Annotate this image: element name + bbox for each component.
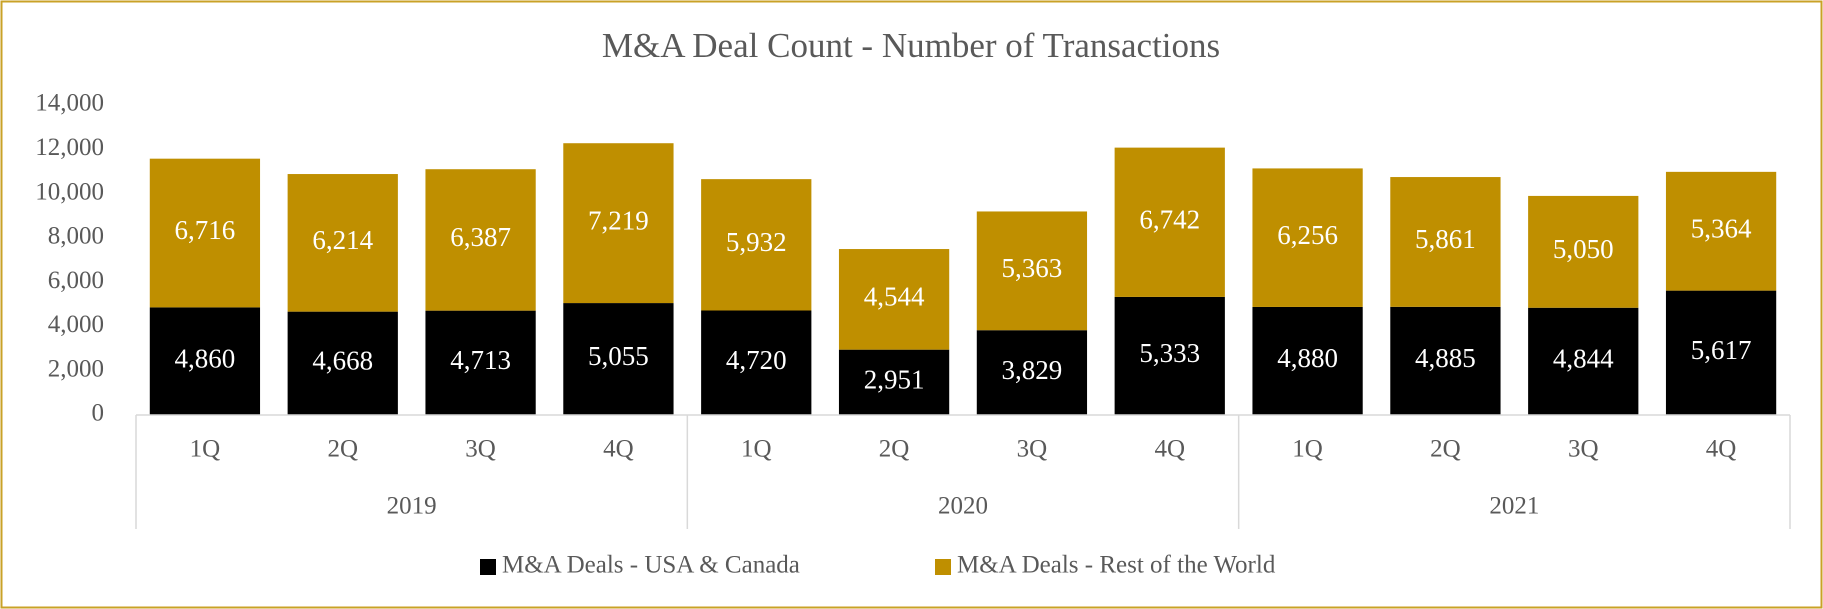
group-label: 2021 [1489, 493, 1539, 520]
group-label: 2019 [387, 493, 437, 520]
x-tick-label: 4Q [1706, 436, 1737, 463]
y-tick-label: 0 [92, 400, 105, 427]
y-tick-label: 12,000 [35, 134, 104, 161]
bar-segment [425, 169, 536, 311]
bar-segment [1665, 290, 1777, 415]
bar-segment [1114, 296, 1225, 415]
bar-segment [149, 307, 261, 415]
data-label: 6,256 [1277, 220, 1338, 250]
data-label: 6,716 [175, 215, 236, 245]
bar-segment [1390, 306, 1501, 415]
bar-segment [287, 174, 398, 312]
data-label: 5,364 [1691, 213, 1752, 243]
bar-segment [563, 303, 674, 415]
x-tick-label: 2Q [327, 436, 358, 463]
data-label: 5,333 [1139, 338, 1200, 368]
bar-segment [149, 158, 261, 308]
bar-segment [1528, 307, 1639, 415]
x-tick-label: 4Q [1154, 436, 1185, 463]
legend-swatch [935, 559, 951, 575]
bar-segment [287, 311, 398, 415]
data-label: 5,055 [588, 341, 649, 371]
legend-label: M&A Deals - Rest of the World [957, 552, 1276, 579]
legend-swatch [480, 559, 496, 575]
legend-label: M&A Deals - USA & Canada [502, 552, 800, 579]
bar-segment [701, 310, 812, 415]
x-tick-label: 1Q [741, 436, 772, 463]
y-tick-label: 14,000 [35, 90, 104, 117]
data-label: 7,219 [588, 205, 649, 235]
x-tick-label: 3Q [1568, 436, 1599, 463]
data-label: 5,050 [1553, 234, 1614, 264]
x-tick-label: 4Q [603, 436, 634, 463]
data-label: 2,951 [864, 365, 925, 395]
data-label: 4,844 [1553, 344, 1614, 374]
data-label: 5,861 [1415, 224, 1476, 254]
data-label: 6,214 [312, 225, 373, 255]
bar-segment [838, 349, 950, 415]
bar-segment [425, 310, 536, 415]
chart-title: M&A Deal Count - Number of Transactions [602, 26, 1220, 65]
data-label: 3,829 [1002, 355, 1063, 385]
group-label: 2020 [938, 493, 988, 520]
bar-segment [1114, 147, 1225, 297]
y-tick-label: 2,000 [48, 355, 104, 382]
x-tick-label: 1Q [190, 436, 221, 463]
data-label: 4,544 [864, 282, 925, 312]
x-tick-label: 3Q [465, 436, 496, 463]
x-tick-label: 2Q [879, 436, 910, 463]
bar-segment [838, 249, 950, 350]
y-tick-label: 10,000 [35, 178, 104, 205]
bar-segment [976, 211, 1088, 331]
data-label: 4,713 [450, 345, 511, 375]
data-label: 6,387 [450, 222, 511, 252]
data-label: 6,742 [1139, 204, 1200, 234]
data-label: 4,885 [1415, 343, 1476, 373]
data-label: 5,617 [1691, 335, 1752, 365]
data-label: 5,932 [726, 227, 787, 257]
bar-segment [1252, 306, 1363, 415]
x-tick-label: 1Q [1292, 436, 1323, 463]
y-tick-label: 4,000 [48, 311, 104, 338]
data-label: 4,668 [312, 346, 373, 376]
data-label: 4,860 [175, 343, 236, 373]
bar-segment [1252, 168, 1363, 307]
data-label: 5,363 [1002, 253, 1063, 283]
bar-segment [1390, 177, 1501, 307]
data-label: 4,880 [1277, 343, 1338, 373]
bar-segment [976, 330, 1088, 415]
bar-segment [563, 143, 674, 304]
bar-segment [1528, 195, 1639, 308]
x-tick-label: 2Q [1430, 436, 1461, 463]
data-label: 4,720 [726, 345, 787, 375]
y-tick-label: 6,000 [48, 267, 104, 294]
x-tick-label: 3Q [1017, 436, 1048, 463]
bar-segment [701, 179, 812, 311]
bar-segment [1665, 171, 1777, 291]
y-tick-label: 8,000 [48, 223, 104, 250]
